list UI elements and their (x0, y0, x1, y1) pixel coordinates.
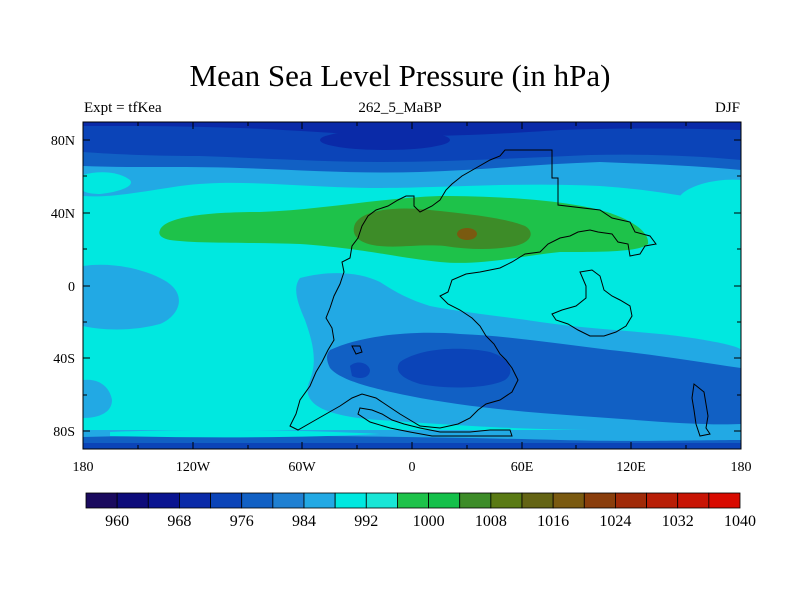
coastline-antarctic (357, 407, 513, 437)
experiment-label: Expt = tfKea (84, 100, 162, 116)
y-tick-label: 80S (53, 425, 75, 440)
x-tick-label: 0 (409, 460, 416, 475)
colorbar-swatch (241, 492, 274, 509)
y-tick-label: 40N (51, 207, 75, 222)
colorbar-swatch (210, 492, 243, 509)
colorbar-label: 1016 (537, 513, 569, 530)
coastlines (289, 149, 711, 437)
field-low-arctic (320, 130, 450, 150)
colorbar-labels: 960 968 976 984 992 1000 1008 1016 1024 1032 1040 (105, 513, 756, 530)
coastline-gondwana-east (551, 269, 633, 337)
x-tick-label: 180 (73, 460, 94, 475)
coastline-east-south (691, 383, 711, 437)
coastline-island-a (351, 345, 363, 355)
colorbar-swatch (147, 492, 180, 509)
colorbar-swatch (583, 492, 616, 509)
colorbar-swatch (334, 492, 367, 509)
colorbar-swatch (552, 492, 585, 509)
field-1020 (457, 228, 477, 240)
map-title: Mean Sea Level Pressure (in hPa) (189, 58, 611, 93)
colorbar-label: 1000 (413, 513, 445, 530)
field-984-south (397, 348, 511, 388)
field-996-tropical-west (83, 264, 179, 330)
colorbar-swatch (365, 492, 398, 509)
colorbar-label: 968 (167, 513, 191, 530)
colorbar-swatch (428, 492, 461, 509)
coastline-pangea (289, 149, 657, 431)
colorbar-label: 1024 (599, 513, 631, 530)
field-1000-north-right (679, 179, 741, 211)
pressure-field (83, 122, 741, 449)
colorbar-swatch (490, 492, 523, 509)
colorbar-swatch (646, 492, 679, 509)
field-996-southwest (83, 379, 112, 418)
colorbar-swatch (116, 492, 149, 509)
colorbar-label: 992 (354, 513, 378, 530)
x-tick-label: 180 (731, 460, 752, 475)
colorbar-swatch (272, 492, 305, 509)
colorbar-label: 1008 (475, 513, 507, 530)
colorbar-swatch (85, 492, 118, 509)
x-tick-labels: 180 120W 60W 0 60E 120E 180 (73, 460, 752, 475)
y-tick-label: 0 (68, 280, 75, 295)
colorbar-label: 984 (292, 513, 316, 530)
colorbar-label: 976 (230, 513, 254, 530)
colorbar-swatch (521, 492, 554, 509)
age-label: 262_5_MaBP (358, 100, 442, 116)
colorbar-label: 1032 (662, 513, 694, 530)
colorbar-label: 1040 (724, 513, 756, 530)
field-984-south-b (350, 362, 370, 378)
colorbar (85, 492, 741, 509)
colorbar-swatch (459, 492, 492, 509)
y-tick-label: 80N (51, 134, 75, 149)
y-tick-labels: 80N 40N 0 40S 80S (51, 134, 75, 440)
colorbar-swatch (615, 492, 647, 509)
season-label: DJF (714, 100, 740, 116)
colorbar-swatch (677, 492, 710, 509)
y-tick-label: 40S (53, 352, 75, 367)
x-tick-label: 120E (616, 460, 646, 475)
colorbar-swatch (708, 492, 741, 509)
colorbar-swatch (397, 492, 429, 509)
axis-ticks (82, 122, 742, 449)
colorbar-swatch (179, 492, 211, 509)
field-1012 (353, 208, 531, 249)
colorbar-label: 960 (105, 513, 129, 530)
x-tick-label: 60E (511, 460, 534, 475)
colorbar-swatch (303, 492, 336, 509)
field-1000-antarctic (110, 429, 380, 438)
field-1000-north-left (83, 172, 131, 194)
x-tick-label: 120W (176, 460, 211, 475)
x-tick-label: 60W (288, 460, 316, 475)
